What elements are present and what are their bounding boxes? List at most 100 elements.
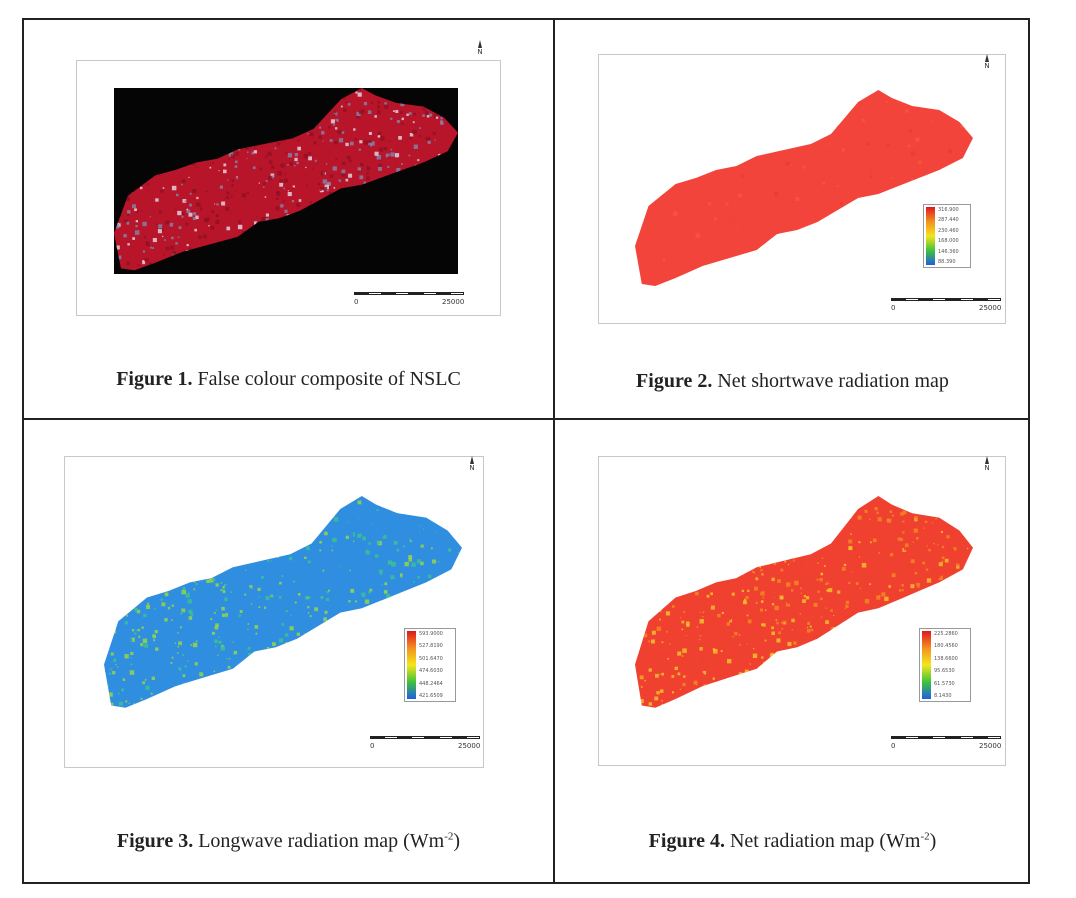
legend-tick-label: 230.460 (938, 227, 959, 234)
legend-tick-label: 88.390 (938, 258, 956, 265)
figure-caption-text: Net radiation map (Wm (729, 830, 921, 852)
scale-bar-segment (904, 298, 919, 301)
map-legend: 225.2860 180.4560 138.6600 95.6530 61.5730 8.… (919, 628, 971, 702)
figure-4-panel: N 225.2860 180.4560 138.6600 95.6530 61.5730… (555, 420, 1030, 884)
figure-1-panel: N 0 25000 Figure 1. False colour composit… (24, 20, 553, 418)
scale-bar-segment (370, 736, 384, 739)
legend-tick-label: 225.2860 (934, 631, 958, 637)
scale-bar-label: 0 (354, 298, 359, 306)
scale-bar-segment (918, 736, 933, 739)
scale-bar-segment (946, 736, 960, 739)
figure-caption-text: False colour composite of NSLC (197, 368, 461, 390)
scale-bar-segment (411, 736, 425, 739)
map-legend: 316.900 287.440 230.460 168.000 146.360 88.39… (923, 204, 971, 268)
scale-bar-label: 25000 (458, 742, 481, 750)
scale-bar: 0 25000 (891, 298, 1001, 312)
legend-colour-ramp (922, 631, 931, 699)
legend-tick-label: 146.360 (938, 248, 959, 255)
figure-grid: N 0 25000 Figure 1. False colour composit… (22, 18, 1030, 884)
scale-bar-segment (436, 292, 451, 295)
scale-bar-segment (397, 736, 412, 739)
scale-bar-segment (932, 298, 946, 301)
false-colour-composite-map (114, 88, 458, 274)
legend-tick-label: 138.6600 (934, 655, 958, 662)
legend-tick-label: 168.000 (938, 238, 959, 245)
legend-colour-ramp (926, 207, 935, 265)
legend-tick-label: 180.4560 (934, 643, 958, 650)
legend-tick-label: 593.9000 (419, 631, 443, 637)
figure-label: Figure 4. (648, 830, 725, 852)
scale-bar-segment (959, 298, 974, 301)
scale-bar-segment (395, 292, 409, 295)
legend-tick-label: 527.8190 (419, 643, 443, 650)
legend-tick-label: 501.6470 (419, 655, 443, 662)
map-frame (598, 54, 1006, 324)
legend-tick-label: 316.900 (938, 207, 959, 213)
scale-bar-segment (987, 736, 1001, 739)
vertical-divider (553, 20, 555, 882)
legend-ticks: 593.9000 527.8190 501.6470 474.6030 448.2464… (419, 631, 453, 699)
scale-bar-label: 25000 (979, 742, 1002, 750)
legend-tick-label: 287.440 (938, 217, 959, 224)
figure-caption-superscript: -2 (444, 830, 454, 843)
map-legend: 593.9000 527.8190 501.6470 474.6030 448.2464… (404, 628, 456, 702)
scale-bar-segment (973, 298, 988, 301)
figure-caption: Figure 1. False colour composite of NSLC (24, 368, 553, 391)
scale-bar-segment (932, 736, 946, 739)
scale-bar-label: 0 (370, 742, 375, 750)
figure-caption-text: Longwave radiation map (Wm (198, 830, 445, 852)
scale-bar-segment (438, 736, 453, 739)
figure-caption-text: Net shortwave radiation map (717, 370, 949, 392)
scale-bar-label: 25000 (979, 304, 1002, 312)
scale-bar-segment (367, 292, 382, 295)
north-arrow-icon: N (476, 40, 484, 56)
scale-bar-segment (452, 736, 467, 739)
north-arrow-icon: N (468, 456, 476, 472)
figure-label: Figure 2. (636, 370, 713, 392)
scale-bar-segment (946, 298, 960, 301)
scale-bar-segment (891, 298, 905, 301)
scale-bar-label: 0 (891, 304, 896, 312)
figure-caption-tail: ) (453, 830, 461, 852)
legend-tick-label: 61.5730 (934, 680, 955, 687)
north-arrow-icon: N (983, 54, 991, 70)
scale-bar-label: 25000 (442, 298, 465, 306)
study-area (104, 496, 462, 708)
scale-bar-segment (422, 292, 437, 295)
legend-ticks: 316.900 287.440 230.460 168.000 146.360 88.39… (938, 207, 968, 265)
scale-bar-segment (904, 736, 919, 739)
study-area (635, 90, 973, 286)
scale-bar-segment (354, 292, 368, 295)
figure-caption: Figure 4. Net radiation map (Wm-2) (555, 830, 1030, 853)
scale-bar-segment (466, 736, 480, 739)
figure-caption-tail: ) (929, 830, 937, 852)
scale-bar-segment (973, 736, 988, 739)
figure-caption-superscript: -2 (920, 830, 930, 843)
scale-bar-segment (409, 292, 423, 295)
figure-caption: Figure 2. Net shortwave radiation map (555, 370, 1030, 393)
scale-bar-segment (425, 736, 439, 739)
legend-tick-label: 95.6530 (934, 668, 955, 675)
scale-bar: 0 25000 (891, 736, 1001, 750)
figure-label: Figure 3. (116, 830, 194, 852)
net-radiation-map (635, 496, 973, 708)
legend-ticks: 225.2860 180.4560 138.6600 95.6530 61.5730 8.… (934, 631, 968, 699)
scale-bar-segment (381, 292, 396, 295)
legend-tick-label: 8.1430 (934, 692, 952, 699)
scale-bar-label: 0 (891, 742, 896, 750)
scale-bar-segment (959, 736, 974, 739)
net-shortwave-radiation-map (635, 90, 973, 286)
legend-colour-ramp (407, 631, 416, 699)
figure-3-panel: N 593.9000 527.8190 501.6470 474.6030 448.24… (24, 420, 553, 884)
legend-tick-label: 421.6509 (419, 692, 443, 699)
figure-label: Figure 1. (116, 368, 193, 390)
scale-bar: 0 25000 (354, 292, 464, 306)
horizontal-divider (24, 418, 1028, 420)
scale-bar-segment (450, 292, 464, 295)
scale-bar-segment (891, 736, 905, 739)
legend-tick-label: 448.2464 (419, 680, 443, 687)
scale-bar-segment (383, 736, 398, 739)
figure-caption: Figure 3. Longwave radiation map (Wm-2) (24, 830, 553, 853)
scale-bar: 0 25000 (370, 736, 480, 750)
legend-tick-label: 474.6030 (419, 668, 443, 675)
